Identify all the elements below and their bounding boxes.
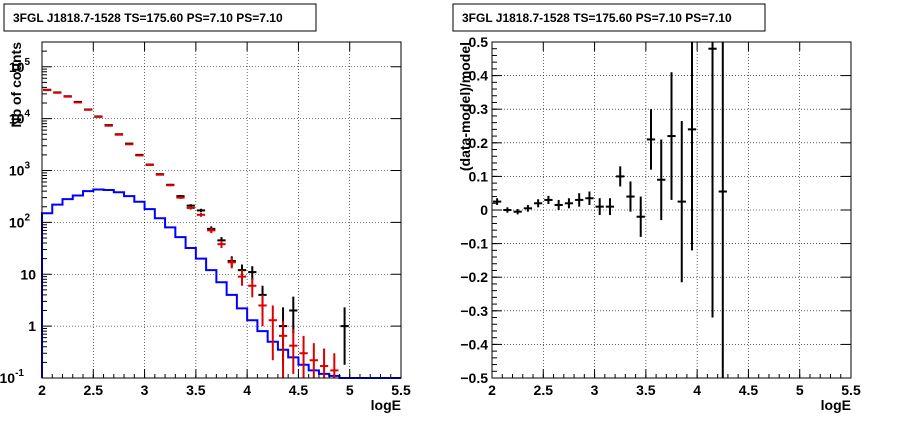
right-y-tick-labels: −0.5 −0.4 −0.3 −0.2 −0.1 0 0.1 0.2 0.3 0.4 0.5 [460,34,488,386]
x-tick-label: 4 [693,382,701,398]
x-tick-label: 3.5 [186,382,206,398]
y-tick-label: −0.5 [460,370,488,386]
y-tick-label: 10 [20,266,36,282]
model-step-line [41,188,401,379]
y-tick-label: −0.2 [460,269,488,285]
y-tick-label: 102 [9,212,31,230]
left-x-tick-labels: 2 2.5 3 3.5 4 4.5 5 5.5 [38,382,411,398]
y-tick-label: 0.2 [469,135,489,151]
left-gridlines [42,42,401,378]
y-tick-label: 0.3 [469,101,489,117]
right-panel: 3FGL J1818.7-1528 TS=175.60 PS=7.10 PS=7… [452,3,861,413]
right-chart-title: 3FGL J1818.7-1528 TS=175.60 PS=7.10 PS=7… [462,11,732,25]
x-tick-label: 5 [346,382,354,398]
y-tick-label: −0.1 [460,236,488,252]
left-plot-frame [41,41,402,379]
right-title-box [452,3,766,32]
x-tick-label: 4.5 [289,382,309,398]
right-axis-ticks [491,41,852,379]
right-y-axis-title: (data-model)/model [457,42,473,171]
right-plot-series [493,42,727,378]
left-panel: 3FGL J1818.7-1528 TS=175.60 PS=7.10 PS=7… [0,3,411,413]
x-tick-label: 4 [243,382,251,398]
x-tick-label: 2.5 [534,382,554,398]
y-tick-label: 0.1 [469,168,489,184]
x-tick-label: 2 [488,382,496,398]
right-x-tick-labels: 2 2.5 3 3.5 4 4.5 5 5.5 [488,382,861,398]
left-x-axis-title: logE [371,397,401,413]
x-tick-label: 2.5 [84,382,104,398]
y-tick-label: 0.4 [469,68,489,84]
x-tick-label: 5 [796,382,804,398]
x-tick-label: 5.5 [391,382,411,398]
y-tick-label: 0.5 [469,34,489,50]
left-plot-series [41,88,401,379]
y-tick-label: 0 [480,202,488,218]
x-tick-label: 3 [591,382,599,398]
x-tick-label: 3.5 [636,382,656,398]
left-axis-ticks [41,41,402,379]
left-title-box [3,3,317,32]
x-tick-label: 5.5 [841,382,861,398]
x-tick-label: 2 [38,382,46,398]
x-tick-label: 4.5 [739,382,759,398]
right-x-axis-title: logE [821,397,851,413]
left-chart-title: 3FGL J1818.7-1528 TS=175.60 PS=7.10 PS=7… [13,11,283,25]
right-gridlines [492,42,851,378]
y-tick-label: −0.3 [460,303,488,319]
y-tick-label: 10-1 [0,368,24,386]
x-tick-label: 3 [141,382,149,398]
y-tick-label: 103 [9,161,31,179]
y-tick-label: −0.4 [460,336,488,352]
left-y-axis-title: Nb of counts [8,42,24,128]
y-tick-label: 1 [28,318,36,334]
